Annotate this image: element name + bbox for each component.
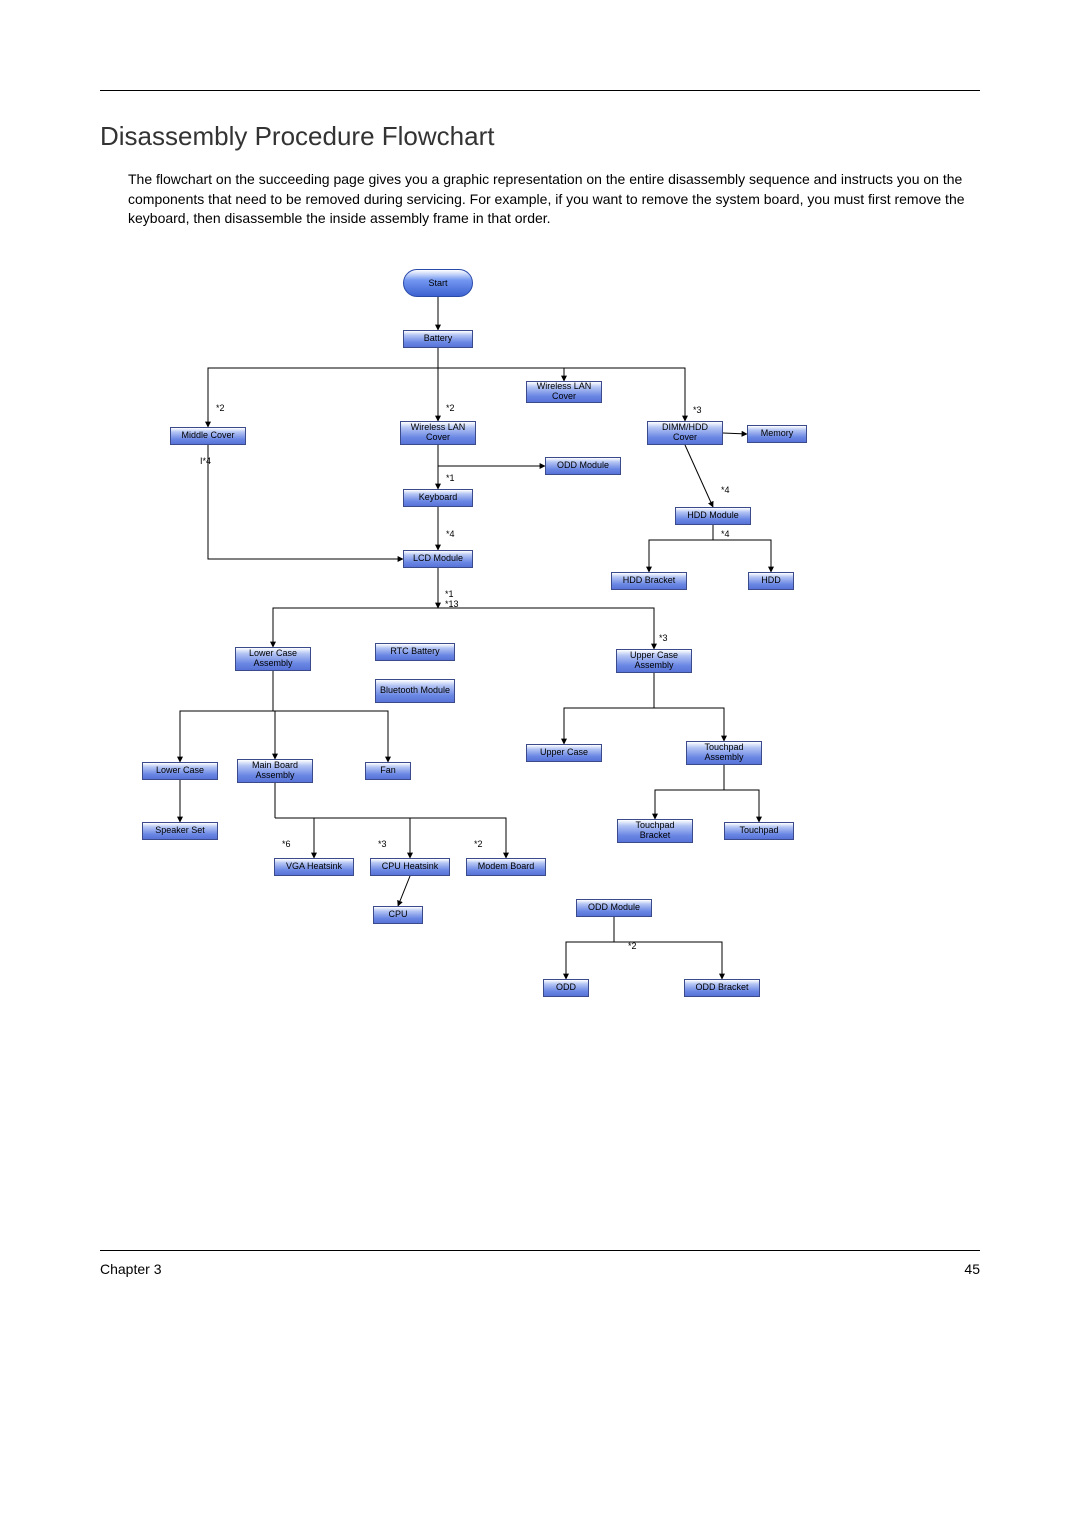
node-odd_module1: ODD Module bbox=[545, 457, 621, 475]
node-wlan_cover1: Wireless LAN Cover bbox=[526, 381, 602, 403]
node-memory: Memory bbox=[747, 425, 807, 443]
node-touchpad_asm: Touchpad Assembly bbox=[686, 741, 762, 765]
annotation-label: *2 bbox=[446, 403, 455, 413]
node-main_board_asm: Main Board Assembly bbox=[237, 759, 313, 783]
annotation-label: *1 bbox=[445, 589, 454, 599]
annotation-label: *3 bbox=[378, 839, 387, 849]
annotation-label: *4 bbox=[721, 529, 730, 539]
node-vga_heatsink: VGA Heatsink bbox=[274, 858, 354, 876]
node-fan: Fan bbox=[365, 762, 411, 780]
node-battery: Battery bbox=[403, 330, 473, 348]
annotation-label: *13 bbox=[445, 599, 459, 609]
node-lower_case_asm: Lower Case Assembly bbox=[235, 647, 311, 671]
node-lower_case: Lower Case bbox=[142, 762, 218, 780]
node-hdd_bracket: HDD Bracket bbox=[611, 572, 687, 590]
node-speaker_set: Speaker Set bbox=[142, 822, 218, 840]
node-lcd_module: LCD Module bbox=[403, 550, 473, 568]
annotation-label: *2 bbox=[216, 403, 225, 413]
node-keyboard: Keyboard bbox=[403, 489, 473, 507]
node-touchpad_bracket: Touchpad Bracket bbox=[617, 819, 693, 843]
annotation-label: *3 bbox=[659, 633, 668, 643]
node-cpu_heatsink: CPU Heatsink bbox=[370, 858, 450, 876]
flowchart-edges-svg bbox=[120, 259, 820, 1069]
node-touchpad: Touchpad bbox=[724, 822, 794, 840]
node-odd: ODD bbox=[543, 979, 589, 997]
annotation-label: *2 bbox=[474, 839, 483, 849]
annotation-label: *3 bbox=[693, 405, 702, 415]
node-bluetooth: Bluetooth Module bbox=[375, 679, 455, 703]
node-odd_bracket: ODD Bracket bbox=[684, 979, 760, 997]
node-middle_cover: Middle Cover bbox=[170, 427, 246, 445]
node-hdd_module: HDD Module bbox=[675, 507, 751, 525]
node-upper_case_asm: Upper Case Assembly bbox=[616, 649, 692, 673]
node-hdd: HDD bbox=[748, 572, 794, 590]
page-content: Disassembly Procedure Flowchart The flow… bbox=[100, 90, 980, 1069]
top-divider bbox=[100, 90, 980, 91]
annotation-label: *2 bbox=[628, 941, 637, 951]
annotation-label: *4 bbox=[446, 529, 455, 539]
node-start: Start bbox=[403, 269, 473, 297]
page-number: 45 bbox=[964, 1261, 980, 1277]
annotation-label: *4 bbox=[721, 485, 730, 495]
annotation-label: I*4 bbox=[200, 456, 211, 466]
intro-paragraph: The flowchart on the succeeding page giv… bbox=[128, 170, 980, 229]
page-footer: Chapter 3 45 bbox=[100, 1250, 980, 1277]
page-title: Disassembly Procedure Flowchart bbox=[100, 121, 980, 152]
chapter-label: Chapter 3 bbox=[100, 1261, 161, 1277]
node-upper_case: Upper Case bbox=[526, 744, 602, 762]
bottom-divider bbox=[100, 1250, 980, 1251]
annotation-label: *1 bbox=[446, 473, 455, 483]
node-cpu: CPU bbox=[373, 906, 423, 924]
node-odd_module2: ODD Module bbox=[576, 899, 652, 917]
node-wlan_cover2: Wireless LAN Cover bbox=[400, 421, 476, 445]
flowchart-diagram: Start Battery Wireless LAN Cover Middle Cov… bbox=[120, 259, 820, 1069]
node-dimm_hdd_cover: DIMM/HDD Cover bbox=[647, 421, 723, 445]
annotation-label: *6 bbox=[282, 839, 291, 849]
node-modem_board: Modem Board bbox=[466, 858, 546, 876]
node-rtc_battery: RTC Battery bbox=[375, 643, 455, 661]
